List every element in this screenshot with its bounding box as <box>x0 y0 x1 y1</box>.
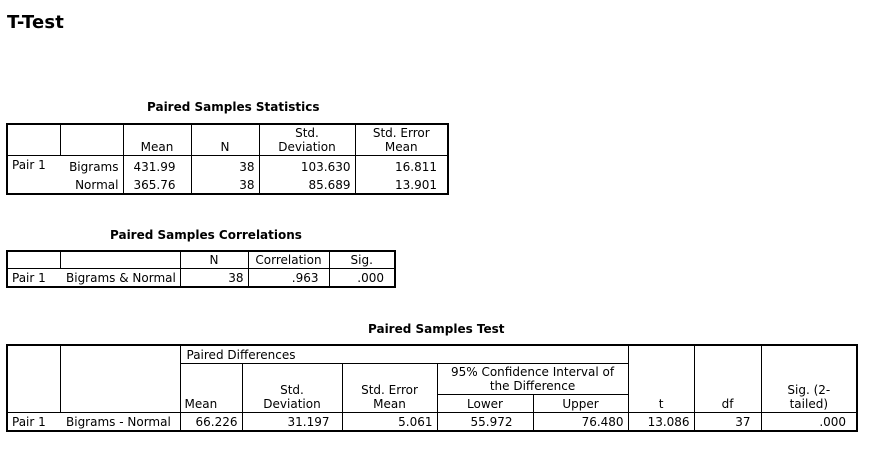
test-header-paired-differences: Paired Differences <box>180 345 629 364</box>
corr-header-correlation: Correlation <box>248 251 330 269</box>
stats-table-title: Paired Samples Statistics <box>147 100 320 114</box>
test-header-std-dev: Std. Deviation <box>242 363 343 413</box>
stats-row-n: 38 <box>191 155 260 175</box>
paired-samples-statistics-table: Mean N Std. Deviation Std. Error Mean Pa… <box>6 123 449 195</box>
stats-row-mean: 365.76 <box>123 174 192 194</box>
corr-row-sig: .000 <box>357 270 384 285</box>
corr-table-title: Paired Samples Correlations <box>110 228 302 242</box>
test-header-mean: Mean <box>180 363 243 413</box>
stats-row-se-mean: 13.901 <box>395 177 437 192</box>
corr-row-n: 38 <box>180 268 249 287</box>
corr-corner <box>7 251 61 269</box>
stats-row-std-dev: 103.630 <box>259 155 356 175</box>
test-header-se-mean: Std. Error Mean <box>342 363 438 413</box>
stats-header-n: N <box>191 124 260 156</box>
corr-row-var: Bigrams & Normal <box>60 268 181 287</box>
stats-pair-label: Pair 1 <box>12 158 46 172</box>
stats-row-se-mean: 16.811 <box>395 159 437 174</box>
test-row-df: 37 <box>694 412 762 431</box>
paired-samples-correlations-table: N Correlation Sig. Pair 1 Bigrams & Norm… <box>6 250 396 288</box>
test-header-t: t <box>628 345 695 413</box>
corr-pair-label: Pair 1 <box>12 270 46 285</box>
test-row-se-mean: 5.061 <box>342 412 438 431</box>
test-header-df: df <box>694 345 762 413</box>
test-table-title: Paired Samples Test <box>368 322 505 336</box>
test-row-std-dev: 31.197 <box>242 412 343 431</box>
stats-row-mean: 431.99 <box>123 155 192 175</box>
test-corner-2 <box>60 345 181 413</box>
stats-row-n: 38 <box>191 174 260 194</box>
test-row-upper: 76.480 <box>533 412 629 431</box>
stats-header-se-mean: Std. Error Mean <box>355 124 448 156</box>
test-header-upper: Upper <box>533 394 629 413</box>
stats-header-mean: Mean <box>123 124 192 156</box>
corr-header-n: N <box>180 251 249 269</box>
stats-row-std-dev: 85.689 <box>259 174 356 194</box>
test-pair-label: Pair 1 <box>12 415 46 429</box>
test-header-sig: Sig. (2- tailed) <box>761 345 858 413</box>
corr-corner-2 <box>60 251 181 269</box>
test-row-lower: 55.972 <box>437 412 534 431</box>
stats-header-std-dev: Std. Deviation <box>259 124 356 156</box>
stats-corner-2 <box>60 124 124 156</box>
corr-header-sig: Sig. <box>329 251 395 269</box>
test-row-sig: .000 <box>819 415 847 429</box>
test-header-confidence-interval: 95% Confidence Interval of the Differenc… <box>437 363 629 395</box>
stats-row-var: Normal <box>60 174 124 194</box>
corr-row-correlation: .963 <box>248 268 330 287</box>
paired-samples-test-table: Paired Differences t df Sig. (2- tailed)… <box>6 344 859 432</box>
test-header-lower: Lower <box>437 394 534 413</box>
test-row-mean: 66.226 <box>180 412 243 431</box>
stats-corner <box>7 124 61 156</box>
test-row-var: Bigrams - Normal <box>60 412 181 431</box>
page-title: T-Test <box>7 12 65 33</box>
test-row-t: 13.086 <box>628 412 695 431</box>
test-corner <box>7 345 61 413</box>
stats-row-var: Bigrams <box>60 155 124 175</box>
